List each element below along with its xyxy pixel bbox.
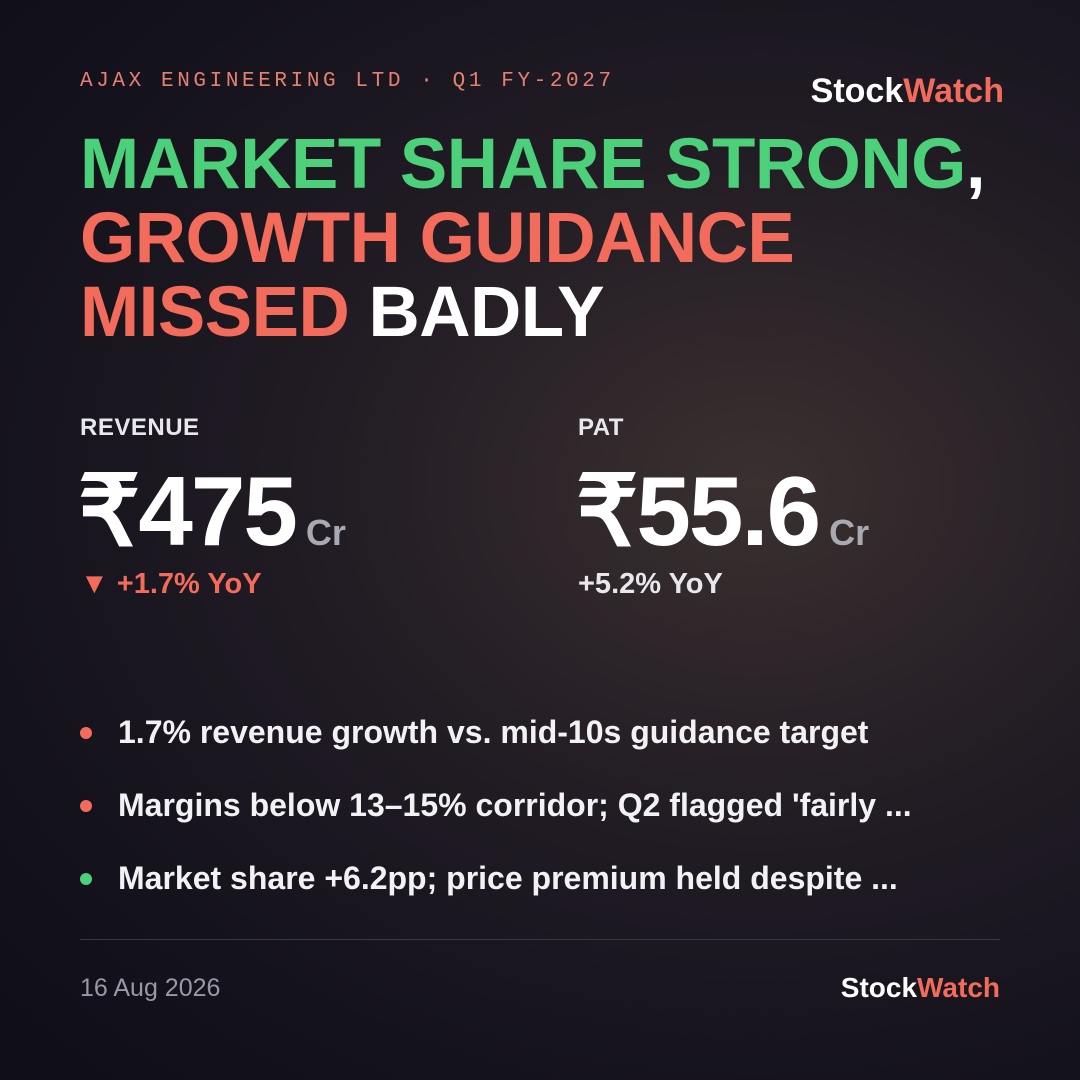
metric-label: PAT [578,414,624,441]
metric-value: ₹475 Cr [78,455,346,569]
divider [80,939,1000,940]
bullet-text: Market share +6.2pp; price premium held … [118,860,898,896]
brand-second: Watch [903,72,1004,110]
brand-first: Stock [840,972,918,1003]
headline: MARKET SHARE STRONG, GROWTH GUIDANCE MIS… [80,125,986,352]
bullet-text: Margins below 13–15% corridor; Q2 flagge… [118,787,912,823]
brand-second: Watch [917,972,1000,1003]
change: +1.7% YoY [116,568,262,600]
metric-value: ₹55.6 Cr [576,455,869,569]
bullet-dot [80,799,92,812]
kicker: AJAX ENGINEERING LTD · Q1 FY-2027 [80,70,615,93]
unit: Cr [305,512,346,553]
metric-label: REVENUE [80,414,200,441]
bullet-text: 1.7% revenue growth vs. mid-10s guidance… [118,714,869,750]
bullet: 1.7% revenue growth vs. mid-10s guidance… [80,714,868,751]
value: ₹475 [78,456,298,566]
headline-part: MISSED [80,273,350,352]
metric-change: ▼ +1.7% YoY [80,568,262,601]
unit: Cr [829,512,870,553]
bullet-dot [80,872,92,885]
metric-change: +5.2% YoY [578,568,723,600]
headline-comma: , [965,125,986,204]
headline-part: MARKET SHARE STRONG [80,125,966,204]
date: 16 Aug 2026 [80,974,221,1002]
value: ₹55.6 [576,456,821,566]
bullet: Market share +6.2pp; price premium held … [80,860,898,897]
headline-part: BADLY [368,273,604,352]
bullet: Margins below 13–15% corridor; Q2 flagge… [80,787,912,824]
change-icon: ▼ [80,568,109,600]
headline-part: GROWTH GUIDANCE [80,199,795,278]
footer-brand: StockWatch [841,972,1000,1004]
brand-first: Stock [810,72,904,110]
brand: StockWatch [811,72,1004,111]
bullet-dot [80,726,92,739]
